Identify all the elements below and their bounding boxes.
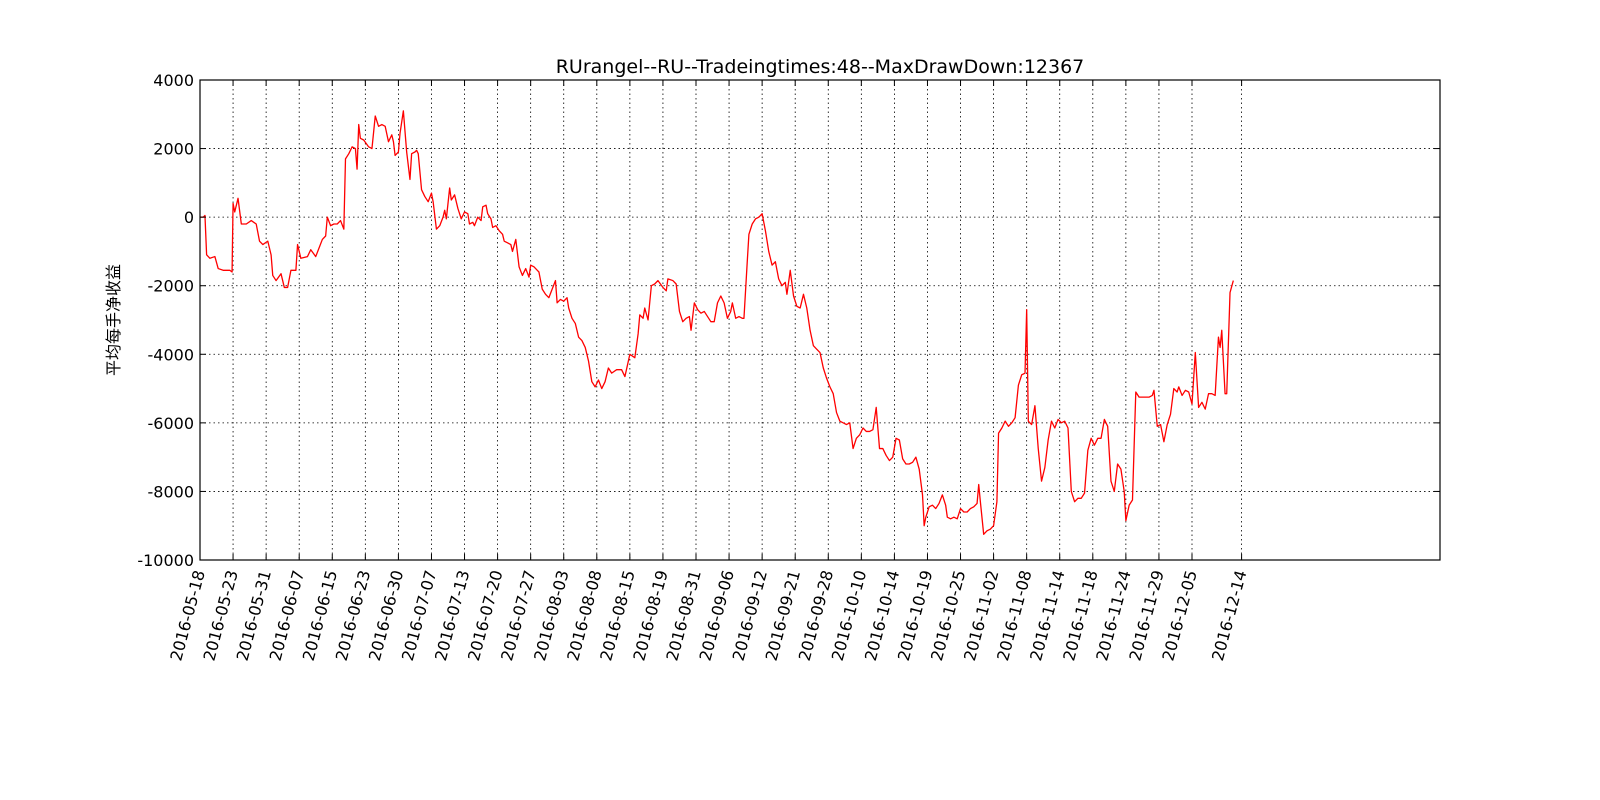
plot-frame bbox=[199, 79, 1441, 561]
series-line bbox=[200, 110, 1234, 535]
y-axis: 4000 2000 0 -2000 -4000 -6000 -8000 -10000 bbox=[137, 71, 1440, 570]
y-tick-label: -6000 bbox=[148, 414, 195, 433]
y-tick-label: -8000 bbox=[148, 482, 195, 501]
y-tick-label: -10000 bbox=[137, 551, 194, 570]
grid-lines bbox=[200, 80, 1440, 560]
chart-title: RUrangel--RU--Tradeingtimes:48--MaxDrawD… bbox=[556, 56, 1085, 78]
y-tick-label: 2000 bbox=[153, 140, 194, 159]
y-axis-label: 平均每手净收益 bbox=[104, 264, 123, 376]
y-tick-label: -2000 bbox=[148, 277, 195, 296]
y-tick-label: -4000 bbox=[148, 345, 195, 364]
y-tick-label: 0 bbox=[184, 208, 194, 227]
series-group bbox=[200, 110, 1234, 535]
y-tick-label: 4000 bbox=[153, 71, 194, 90]
